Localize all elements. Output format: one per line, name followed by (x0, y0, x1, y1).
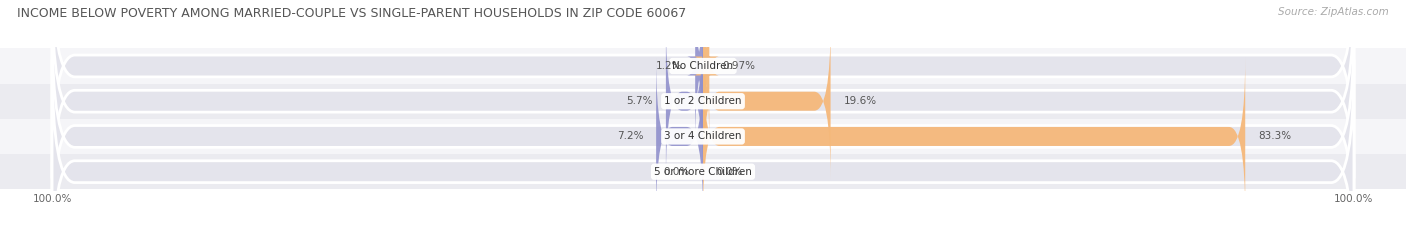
FancyBboxPatch shape (693, 0, 720, 144)
Text: 83.3%: 83.3% (1258, 131, 1291, 141)
Text: Source: ZipAtlas.com: Source: ZipAtlas.com (1278, 7, 1389, 17)
FancyBboxPatch shape (52, 24, 1354, 233)
Text: No Children: No Children (672, 61, 734, 71)
Text: 1 or 2 Children: 1 or 2 Children (664, 96, 742, 106)
FancyBboxPatch shape (666, 23, 703, 180)
Text: 3 or 4 Children: 3 or 4 Children (664, 131, 742, 141)
Bar (0, 48, 1406, 84)
FancyBboxPatch shape (52, 59, 1354, 233)
FancyBboxPatch shape (657, 58, 703, 215)
Text: INCOME BELOW POVERTY AMONG MARRIED-COUPLE VS SINGLE-PARENT HOUSEHOLDS IN ZIP COD: INCOME BELOW POVERTY AMONG MARRIED-COUPL… (17, 7, 686, 20)
Text: 5.7%: 5.7% (627, 96, 652, 106)
FancyBboxPatch shape (52, 0, 1354, 178)
Text: 19.6%: 19.6% (844, 96, 877, 106)
Bar (0, 84, 1406, 119)
Bar (0, 119, 1406, 154)
Text: 1.2%: 1.2% (655, 61, 682, 71)
FancyBboxPatch shape (703, 58, 1246, 215)
FancyBboxPatch shape (52, 0, 1354, 214)
Text: 0.0%: 0.0% (716, 167, 742, 177)
Text: 7.2%: 7.2% (617, 131, 643, 141)
FancyBboxPatch shape (703, 23, 831, 180)
Text: 0.97%: 0.97% (723, 61, 755, 71)
Bar (0, 154, 1406, 189)
FancyBboxPatch shape (686, 0, 711, 144)
Text: 0.0%: 0.0% (664, 167, 690, 177)
Text: 5 or more Children: 5 or more Children (654, 167, 752, 177)
